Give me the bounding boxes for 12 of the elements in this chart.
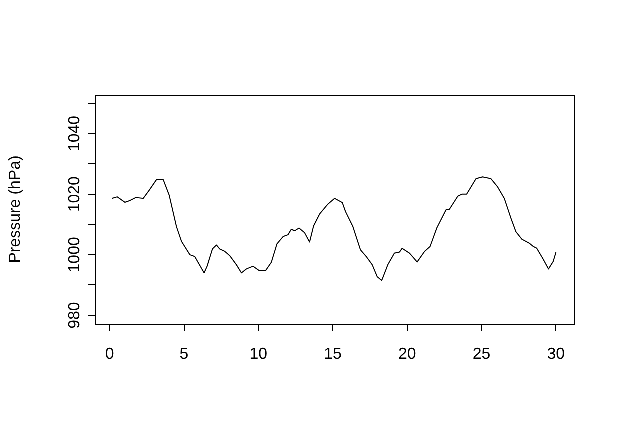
y-tick-label: 1000 — [66, 237, 84, 273]
x-tick-label: 15 — [324, 346, 342, 364]
x-tick-label: 25 — [472, 346, 491, 364]
x-tick-label: 0 — [105, 346, 114, 364]
x-tick-label: 10 — [250, 346, 268, 364]
y-tick-label: 1040 — [66, 116, 84, 152]
y-tick-label: 980 — [66, 302, 84, 329]
x-tick-label: 5 — [180, 346, 189, 364]
x-tick-label: 30 — [547, 346, 566, 364]
y-axis-title: Pressure (hPa) — [7, 156, 24, 264]
x-tick-label: 20 — [398, 346, 416, 364]
y-tick-label: 1020 — [66, 176, 84, 212]
